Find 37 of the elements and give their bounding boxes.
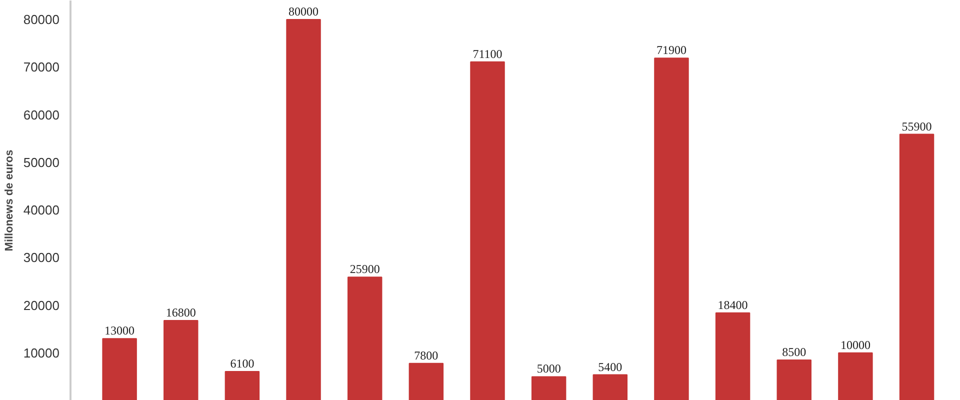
- bar: [164, 320, 198, 400]
- data-label: 7800: [414, 348, 438, 362]
- bar: [776, 360, 812, 400]
- data-label: 10000: [840, 338, 870, 352]
- bar: [408, 362, 444, 400]
- data-label: 16800: [166, 306, 196, 320]
- y-tick-label: 60000: [23, 107, 60, 122]
- data-label: 80000: [288, 4, 319, 19]
- y-tick-label: 50000: [23, 154, 60, 170]
- bar: [102, 338, 137, 400]
- bar: [224, 370, 260, 400]
- y-tick-label: 70000: [23, 60, 60, 75]
- data-label: 71100: [472, 46, 502, 61]
- y-tick-label: 80000: [23, 12, 60, 28]
- bar: [654, 58, 689, 400]
- data-label: 71900: [656, 43, 686, 58]
- bar: [715, 312, 750, 400]
- y-tick-label: 40000: [23, 202, 60, 218]
- bar: [592, 374, 628, 400]
- data-label: 25900: [350, 262, 380, 276]
- bar: [347, 276, 382, 400]
- data-label: 6100: [230, 356, 254, 370]
- data-label: 55900: [902, 119, 932, 134]
- y-tick-label: 30000: [23, 250, 60, 266]
- bar: [899, 134, 934, 400]
- y-tick-label: 20000: [23, 298, 60, 313]
- bar: [838, 352, 873, 400]
- bar: [286, 19, 321, 400]
- data-label: 18400: [718, 298, 748, 312]
- bar: [531, 376, 566, 400]
- y-tick-label: 10000: [23, 345, 60, 360]
- data-label: 13000: [104, 324, 135, 338]
- data-label: 8500: [782, 345, 806, 360]
- data-label: 5400: [598, 360, 622, 374]
- bar: [470, 61, 505, 400]
- data-label: 5000: [536, 362, 561, 376]
- y-axis-title: Millonews de euros: [3, 150, 16, 252]
